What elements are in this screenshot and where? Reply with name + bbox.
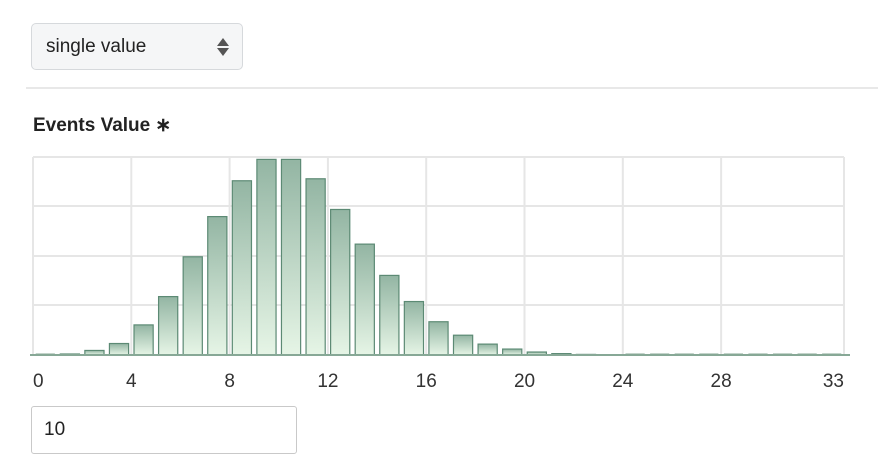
- x-tick-label: 12: [317, 371, 338, 392]
- x-tick-label: 28: [711, 371, 732, 392]
- histogram-bar: [379, 274, 400, 356]
- section-divider: [26, 87, 878, 89]
- field-label-text: Events Value: [33, 115, 151, 136]
- x-tick-label: 20: [514, 371, 535, 392]
- histogram-bar: [403, 300, 425, 356]
- histogram-bar: [182, 256, 203, 356]
- histogram-bar: [305, 178, 326, 356]
- x-tick-label: 16: [416, 371, 437, 392]
- distribution-histogram: 0 4 8 12 16 20 24 28 33: [30, 156, 850, 392]
- x-tick-label: 0: [33, 371, 44, 392]
- histogram-bar: [133, 324, 154, 356]
- histogram-bar: [330, 208, 351, 356]
- histogram-bar: [157, 295, 179, 356]
- x-tick-label: 33: [823, 371, 844, 392]
- histogram-bar: [256, 158, 277, 356]
- histogram-bar: [452, 334, 474, 356]
- chart-bars: [35, 158, 842, 356]
- required-marker: ∗: [155, 115, 172, 136]
- histogram-bar: [108, 342, 130, 356]
- field-label: Events Value ∗: [33, 114, 171, 137]
- sort-arrows-icon: [216, 37, 229, 57]
- histogram-bar: [354, 243, 375, 356]
- x-tick-label: 24: [612, 371, 634, 392]
- x-tick-label: 8: [224, 371, 235, 392]
- histogram-bar: [231, 180, 253, 356]
- histogram-bar: [477, 343, 498, 356]
- histogram-bar: [428, 321, 449, 356]
- x-tick-label: 4: [126, 371, 137, 392]
- histogram-bar: [280, 158, 302, 356]
- distribution-mode-select[interactable]: single value: [31, 23, 243, 70]
- events-value-input[interactable]: [31, 406, 297, 454]
- histogram-bar: [207, 215, 228, 356]
- select-value: single value: [46, 35, 147, 57]
- x-axis: 0 4 8 12 16 20 24 28 33: [30, 354, 850, 392]
